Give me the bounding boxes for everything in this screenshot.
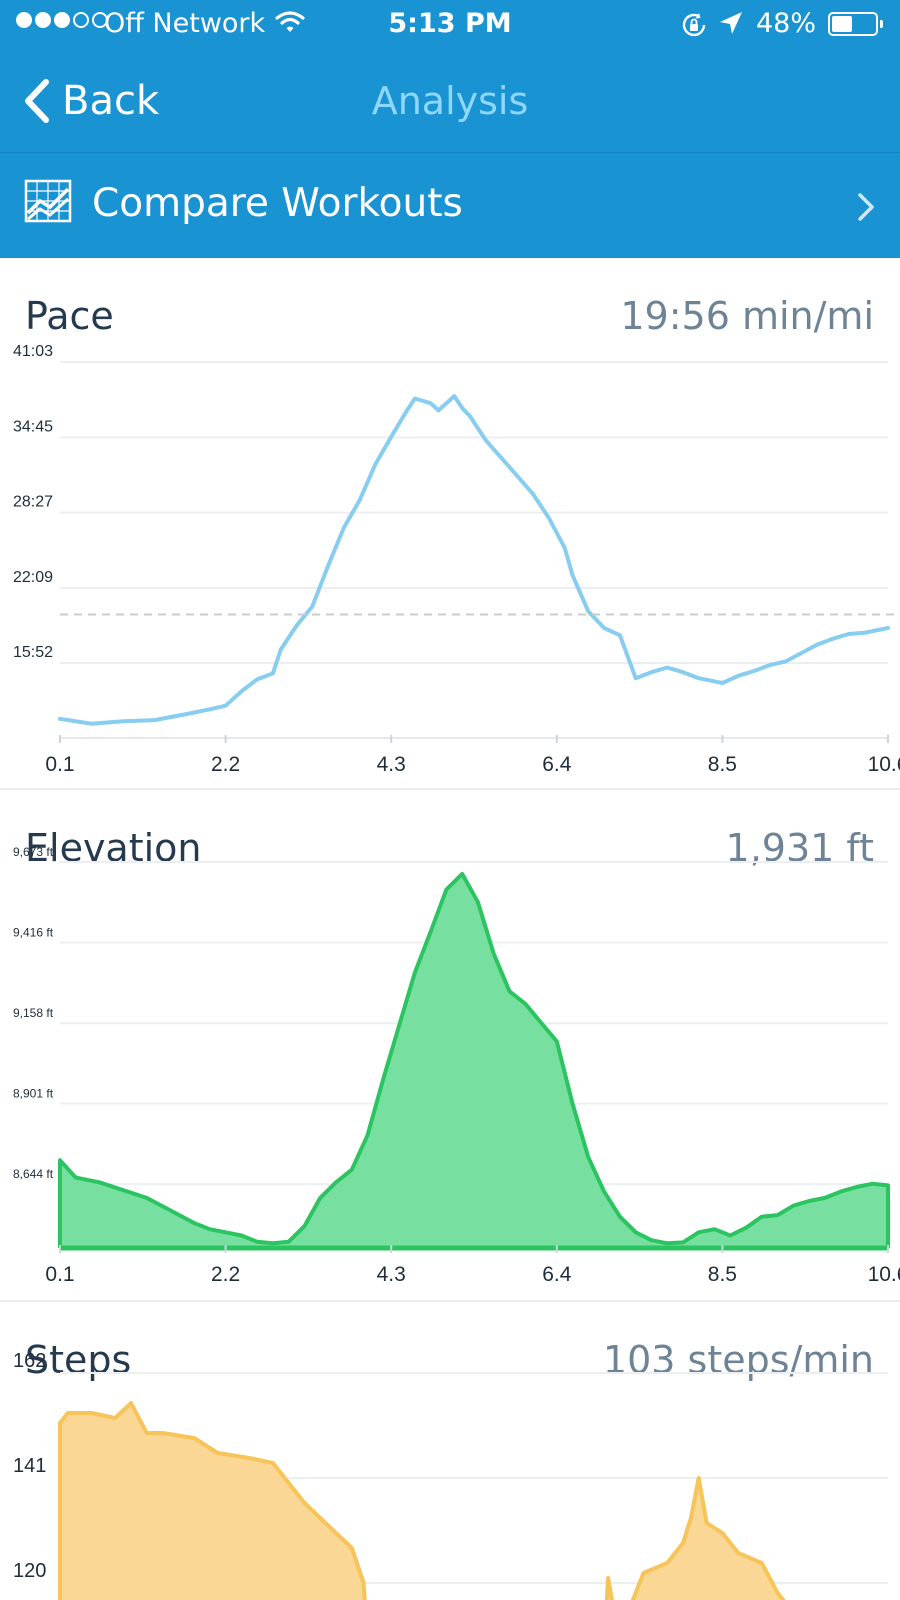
pace-title: Pace — [25, 294, 114, 338]
series-area — [60, 873, 888, 1248]
section-divider — [0, 1300, 900, 1302]
pace-section: Pace 19:56 min/mi 41:03 34:45 28:27 22:09 15… — [0, 258, 900, 790]
y-tick-label: 9,416 ft — [13, 925, 54, 939]
rotation-lock-icon — [682, 13, 706, 37]
pace-chart: 41:03 34:45 28:27 22:09 15:52 0.1 2.2 4.3 6.4 8.5… — [13, 343, 900, 776]
x-tick-label: 0.1 — [45, 753, 74, 776]
signal-dot — [35, 12, 51, 28]
clock: 5:13 PM — [388, 8, 512, 39]
y-tick-label: 8,901 ft — [13, 1087, 54, 1101]
battery-percentage: 48% — [756, 8, 817, 39]
elevation-section: Elevation 1,931 ft 9,673 ft 9,416 ft 9,158… — [0, 790, 900, 1300]
app-header: Off Network 5:13 PM 48% Back Ana — [0, 0, 900, 258]
elevation-chart: 9,673 ft 9,416 ft 9,158 ft 8,901 ft 8,644 ft… — [13, 845, 900, 1286]
y-tick-label: 141 — [13, 1455, 46, 1477]
y-tick-label: 9,673 ft — [13, 845, 54, 859]
status-bar: Off Network 5:13 PM 48% — [0, 0, 900, 50]
steps-section: Steps 103 steps/min 162 141 120 — [0, 1302, 900, 1600]
x-tick-label: 4.3 — [377, 753, 406, 776]
steps-title: Steps — [25, 1338, 132, 1382]
y-tick-label: 22:09 — [13, 569, 53, 586]
steps-value: 103 steps/min — [602, 1338, 874, 1382]
series-line — [58, 1401, 786, 1600]
x-tick-label: 0.1 — [45, 1263, 74, 1286]
compare-workouts-row[interactable]: Compare Workouts — [0, 153, 900, 258]
x-tick-label: 6.4 — [542, 753, 572, 776]
y-tick-label: 28:27 — [13, 494, 53, 511]
y-tick-label: 162 — [13, 1350, 46, 1372]
y-tick-label: 34:45 — [13, 418, 53, 435]
back-label: Back — [62, 78, 160, 124]
chevron-left-icon — [25, 79, 49, 123]
y-tick-label: 41:03 — [13, 343, 53, 360]
chevron-right-icon — [858, 193, 874, 221]
navigation-bar: Back Analysis — [0, 52, 900, 152]
signal-dot — [54, 12, 70, 28]
battery-nub — [880, 20, 883, 28]
x-tick-label: 8.5 — [708, 1263, 737, 1286]
series-line — [58, 871, 890, 1246]
carrier-name: Off Network — [104, 8, 266, 39]
x-tick-label: 8.5 — [708, 753, 737, 776]
y-tick-label: 8,644 ft — [13, 1167, 54, 1181]
y-tick-label: 9,158 ft — [13, 1006, 54, 1020]
x-tick-label: 6.4 — [542, 1263, 572, 1286]
signal-dot — [92, 12, 108, 28]
y-tick-label: 15:52 — [13, 644, 53, 661]
battery-icon — [828, 12, 883, 36]
x-tick-label: 2.2 — [211, 753, 240, 776]
series-area — [60, 1403, 784, 1600]
x-tick-label: 10.6 — [868, 1263, 900, 1286]
steps-chart: 162 141 120 — [13, 1350, 888, 1600]
signal-strength-icon — [16, 12, 108, 28]
x-tick-label: 2.2 — [211, 1263, 240, 1286]
line-chart-icon — [24, 179, 72, 223]
x-tick-label: 4.3 — [377, 1263, 406, 1286]
y-tick-label: 120 — [13, 1560, 46, 1582]
page-title: Analysis — [371, 79, 529, 123]
section-divider — [0, 788, 900, 790]
pace-value: 19:56 min/mi — [620, 294, 874, 338]
battery-level — [832, 16, 853, 32]
series-line — [58, 394, 890, 726]
signal-dot — [73, 12, 89, 28]
x-tick-label: 10.6 — [868, 753, 900, 776]
signal-dot — [16, 12, 32, 28]
compare-workouts-label: Compare Workouts — [92, 181, 463, 226]
nav-divider — [0, 152, 900, 153]
wifi-icon — [275, 11, 305, 32]
back-button[interactable]: Back — [18, 76, 159, 126]
location-arrow-icon — [720, 12, 742, 34]
